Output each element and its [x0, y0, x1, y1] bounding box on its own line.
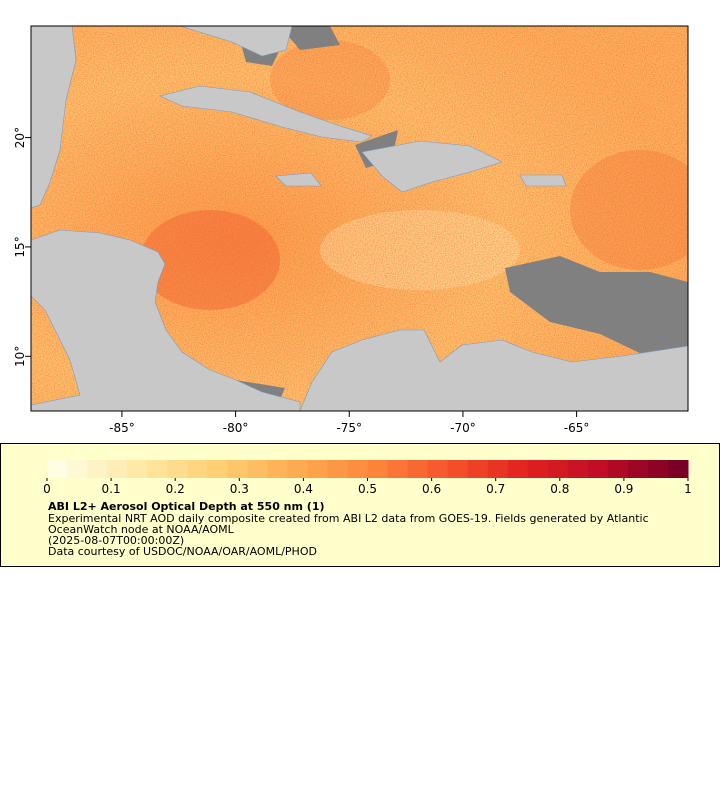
colorbar-step — [127, 460, 148, 478]
legend-date: (2025-08-07T00:00:00Z) — [48, 534, 185, 547]
colorbar-step — [647, 460, 669, 478]
colorbar-tick-label: 0.7 — [486, 482, 505, 496]
colorbar-step — [467, 460, 489, 478]
colorbar-step — [627, 460, 649, 478]
colorbar-step — [107, 460, 128, 478]
colorbar-tick-label: 0.3 — [230, 482, 249, 496]
colorbar-step — [407, 460, 429, 478]
colorbar-step — [387, 460, 409, 478]
legend-description: Experimental NRT AOD daily composite cre… — [48, 512, 649, 536]
colorbar-step — [267, 460, 288, 478]
legend-title: ABI L2+ Aerosol Optical Depth at 550 nm … — [48, 500, 325, 513]
colorbar-step — [247, 460, 268, 478]
colorbar-tick-label: 0.4 — [294, 482, 313, 496]
colorbar-tick-label: 1 — [684, 482, 692, 496]
colorbar-tick-label: 0 — [43, 482, 51, 496]
map-frame — [30, 25, 689, 412]
x-tick-label: -80° — [223, 421, 249, 435]
colorbar-step — [527, 460, 549, 478]
colorbar-step — [587, 460, 609, 478]
colorbar-step — [87, 460, 108, 478]
colorbar-step — [487, 460, 509, 478]
colorbar-step — [207, 460, 228, 478]
colorbar-step — [347, 460, 368, 478]
colorbar-step — [567, 460, 589, 478]
x-tick-label: -70° — [450, 421, 476, 435]
y-tick-label: 15° — [13, 236, 27, 257]
colorbar-step — [607, 460, 629, 478]
colorbar-step — [327, 460, 348, 478]
colorbar-step — [667, 460, 689, 478]
colorbar-step — [447, 460, 469, 478]
colorbar-tick-label: 0.5 — [358, 482, 377, 496]
colorbar-step — [427, 460, 449, 478]
colorbar-step — [307, 460, 328, 478]
land — [31, 26, 688, 411]
colorbar-tick-label: 0.9 — [614, 482, 633, 496]
colorbar-step — [547, 460, 569, 478]
map — [31, 26, 688, 411]
colorbar-step — [507, 460, 529, 478]
colorbar-step — [47, 460, 68, 478]
colorbar-tick-label: 0.6 — [422, 482, 441, 496]
x-tick-label: -85° — [109, 421, 135, 435]
colorbar-tick-label: 0.1 — [102, 482, 121, 496]
y-tick-label: 20° — [13, 127, 27, 148]
colorbar-step — [367, 460, 389, 478]
legend-credit: Data courtesy of USDOC/NOAA/OAR/AOML/PHO… — [48, 545, 317, 558]
colorbar-step — [187, 460, 208, 478]
colorbar-step — [147, 460, 168, 478]
colorbar-step — [67, 460, 88, 478]
colorbar-tick-label: 0.8 — [550, 482, 569, 496]
x-tick-label: -65° — [564, 421, 590, 435]
colorbar-tick-label: 0.2 — [166, 482, 185, 496]
y-tick-label: 10° — [13, 346, 27, 367]
x-tick-label: -75° — [336, 421, 362, 435]
colorbar-step — [287, 460, 308, 478]
colorbar-step — [227, 460, 248, 478]
colorbar-step — [167, 460, 188, 478]
